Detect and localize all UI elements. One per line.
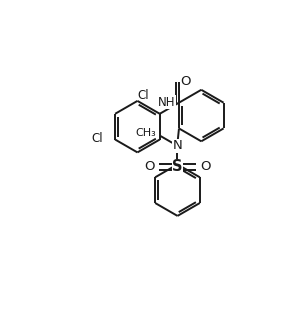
Text: Cl: Cl	[91, 132, 103, 144]
Text: N: N	[173, 139, 182, 152]
Text: CH₃: CH₃	[135, 127, 156, 138]
Text: S: S	[172, 159, 183, 174]
Text: Cl: Cl	[137, 89, 149, 102]
Text: O: O	[145, 160, 155, 173]
Text: O: O	[180, 74, 191, 88]
Text: NH: NH	[158, 96, 176, 109]
Text: O: O	[200, 160, 210, 173]
